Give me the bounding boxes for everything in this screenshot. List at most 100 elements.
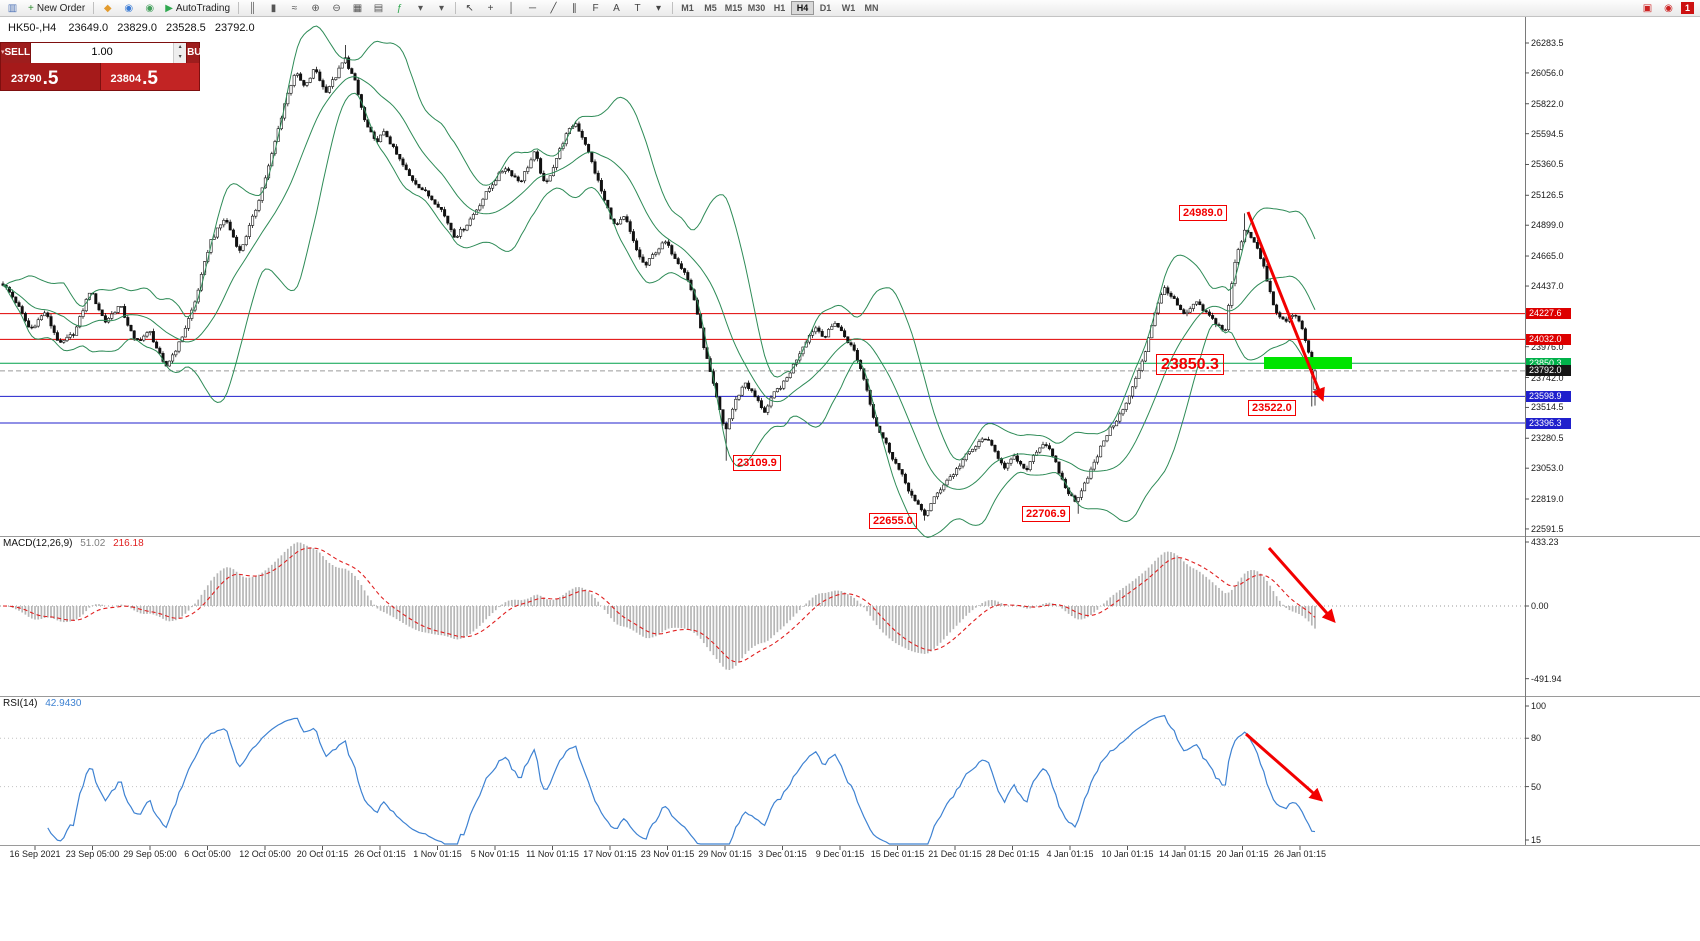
volume-down-icon[interactable]: ▾ [174, 53, 187, 63]
candle-body [1159, 294, 1163, 304]
volume-input[interactable] [31, 43, 174, 61]
tile-windows-icon[interactable]: ▦ [352, 2, 363, 14]
candle-body [1057, 461, 1061, 474]
candle-body [1131, 386, 1135, 397]
news-icon[interactable]: ▣ [1642, 2, 1653, 14]
trendline-icon[interactable]: ╱ [550, 2, 557, 14]
new-order-button[interactable]: + New Order [23, 1, 90, 16]
candle-body [881, 432, 885, 439]
candle-body [1121, 409, 1125, 415]
candle-body [967, 451, 971, 455]
alerts-icon[interactable]: ◆ [103, 2, 112, 14]
candle-body [158, 347, 162, 354]
timeframe-button-mn[interactable]: MN [864, 3, 879, 13]
shapes-dropdown-icon[interactable]: ▾ [656, 2, 662, 14]
candle-body [983, 438, 987, 441]
timeframe-button-h1[interactable]: H1 [773, 3, 786, 13]
timeframe-button-w1[interactable]: W1 [841, 3, 856, 13]
sell-button[interactable]: SELL [4, 47, 31, 58]
candle-body [78, 316, 82, 328]
trend-arrow-1[interactable] [1246, 211, 1325, 402]
indicators-dropdown-icon[interactable]: ▾ [418, 2, 424, 14]
candle-body [635, 240, 639, 251]
candle-body [427, 190, 431, 197]
data-window-icon[interactable]: ▤ [373, 2, 384, 14]
channel-icon[interactable]: ∥ [572, 2, 578, 14]
timeframe-button-m5[interactable]: M5 [704, 3, 717, 13]
text-icon[interactable]: A [613, 2, 620, 14]
candle-body [811, 331, 815, 336]
candlesticks [1, 45, 1317, 521]
timeframe-button-d1[interactable]: D1 [819, 3, 832, 13]
candle-body [603, 190, 607, 201]
candle-body [439, 207, 443, 210]
candle-body [548, 175, 552, 182]
candle-body [676, 258, 680, 264]
candle-body [430, 195, 434, 201]
timeframe-button-m1[interactable]: M1 [681, 3, 694, 13]
candle-body [1262, 258, 1266, 267]
cursor-icon[interactable]: ↖ [465, 2, 474, 14]
candle-body [292, 75, 296, 86]
timeframe-button-h4[interactable]: H4 [791, 1, 815, 15]
autotrading-button[interactable]: ▶ AutoTrading [160, 1, 235, 16]
notification-badge[interactable]: 1 [1680, 2, 1694, 14]
buy-price-button[interactable]: 23804.5 [100, 63, 199, 90]
candle-body [1214, 318, 1218, 325]
candle-body [1041, 444, 1045, 449]
mailbox-icon[interactable]: ◉ [1664, 2, 1673, 14]
timeframe-button-m30[interactable]: M30 [747, 3, 766, 13]
new-chart-icon[interactable]: ▥ [7, 2, 18, 14]
sell-price-button[interactable]: 23790.5 [1, 63, 101, 90]
one-click-trading-panel: ▾ SELL ▴ ▾ BUY 23790.5 23804.5 [0, 42, 208, 91]
candle-body [846, 336, 850, 344]
label-icon[interactable]: T [634, 2, 641, 14]
experts-icon[interactable]: ◉ [124, 2, 134, 14]
zoom-in-icon[interactable]: ⊕ [311, 2, 320, 14]
indicators-icon[interactable]: ƒ [396, 2, 403, 14]
candle-body [11, 291, 15, 298]
trend-arrow-3[interactable] [1245, 732, 1324, 802]
candle-body [913, 494, 917, 501]
candle-body [385, 131, 389, 138]
candle-body [619, 219, 623, 225]
candle-body [30, 326, 34, 329]
zoom-out-icon[interactable]: ⊖ [332, 2, 341, 14]
candle-body [39, 315, 43, 321]
candlestick-icon[interactable]: ▮ [270, 2, 277, 14]
line-chart-icon[interactable]: ≈ [291, 2, 298, 14]
candle-body [401, 158, 405, 166]
timeframe-button-m15[interactable]: M15 [724, 3, 743, 13]
market-icon[interactable]: ◉ [145, 2, 155, 14]
trend-arrow-2[interactable] [1267, 547, 1336, 624]
candle-body [1115, 420, 1119, 427]
horizontal-line-icon[interactable]: ─ [528, 2, 537, 14]
candle-body [379, 134, 383, 143]
candle-body [468, 218, 472, 226]
candle-body [465, 224, 469, 231]
candle-body [727, 418, 731, 430]
toolbar-separator [672, 2, 674, 14]
bar-chart-icon[interactable]: ║ [248, 2, 257, 14]
candle-body [615, 223, 619, 225]
candle-body [1028, 461, 1032, 471]
collapse-icon[interactable]: ▾ [1, 49, 5, 56]
candle-body [43, 312, 47, 317]
buy-button[interactable]: BUY [187, 47, 209, 58]
candle-body [148, 331, 152, 333]
candle-body [1271, 291, 1275, 306]
volume-up-icon[interactable]: ▴ [174, 43, 187, 53]
sell-price-frac: .5 [42, 68, 59, 89]
candle-body [247, 225, 251, 237]
candle-body [110, 313, 114, 319]
toolbar-separator [238, 2, 240, 14]
fibonacci-icon[interactable]: F [592, 2, 599, 14]
candle-body [391, 143, 395, 147]
candle-body [1265, 265, 1269, 282]
crosshair-icon[interactable]: + [487, 2, 494, 14]
candle-body [107, 318, 111, 323]
vertical-line-icon[interactable]: │ [508, 2, 515, 14]
periods-dropdown-icon[interactable]: ▾ [439, 2, 445, 14]
candle-body [935, 492, 939, 498]
